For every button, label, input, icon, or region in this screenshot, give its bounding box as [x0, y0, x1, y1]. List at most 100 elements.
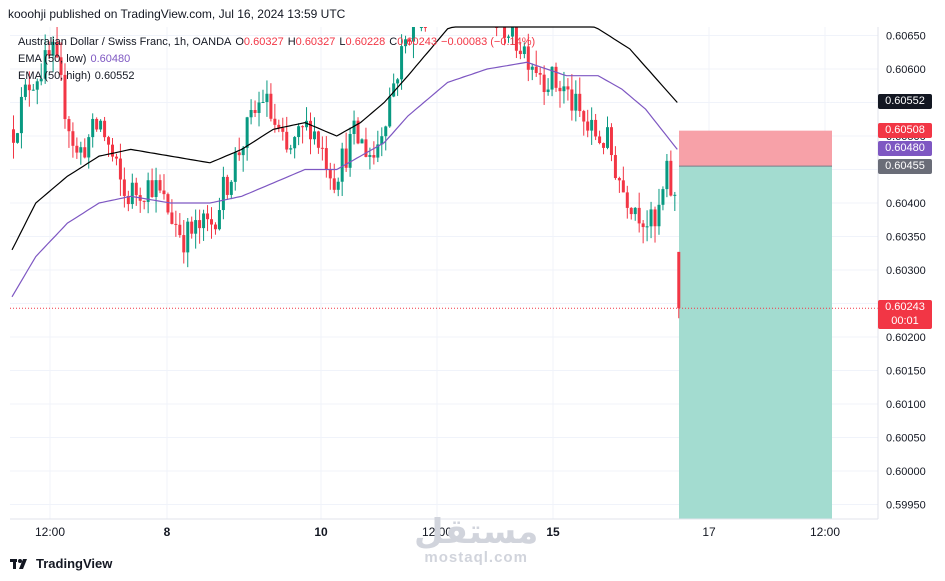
candle-body [657, 204, 661, 227]
ema-low-price-badge: 0.60480 [878, 141, 932, 156]
candle-body [574, 93, 578, 111]
candle-body [198, 220, 202, 229]
high-value: 0.60327 [295, 36, 336, 48]
symbol-name[interactable]: Australian Dollar / Swiss Franc, 1h, OAN… [18, 36, 232, 48]
candle-body [237, 152, 241, 156]
candle-body [213, 224, 217, 230]
take-profit-zone [679, 166, 832, 519]
candle-body [625, 192, 629, 208]
candle-body [154, 180, 158, 198]
candle-body [522, 46, 526, 55]
time-tick-label: 12:00 [35, 525, 65, 539]
candle-body [665, 160, 669, 190]
price-tick-label: 0.60050 [886, 433, 926, 445]
publish-header: kooohji published on TradingView.com, Ju… [8, 7, 346, 21]
bar-countdown: 00:01 [891, 315, 919, 327]
tradingview-footer[interactable]: TradingView [10, 556, 112, 571]
candle-body [645, 226, 649, 228]
candle-body [126, 195, 130, 205]
candle-body [277, 124, 281, 128]
last-price-value: 0.60243 [885, 301, 925, 313]
candle-body [376, 144, 380, 158]
ema-low-line [11, 61, 678, 298]
low-value: 0.60228 [345, 36, 386, 48]
candle-body [114, 156, 118, 159]
candle-body [629, 207, 633, 215]
candle-body [316, 131, 320, 148]
stop-loss-zone [679, 130, 832, 167]
candle-body [67, 119, 71, 132]
candle-body [261, 102, 265, 104]
candle-body [384, 126, 388, 137]
candle-body [324, 148, 328, 170]
candle-body [514, 27, 518, 51]
candle-body [542, 74, 546, 93]
candle-body [146, 180, 150, 202]
candle-body [27, 84, 31, 91]
candle-body [166, 194, 170, 213]
ema-high-row[interactable]: EMA (50, high) 0.60552 [18, 68, 535, 85]
candle-body [582, 111, 586, 122]
ema-low-row[interactable]: EMA (50, low) 0.60480 [18, 51, 535, 68]
candle-body [408, 39, 411, 42]
candle-body [19, 96, 23, 134]
change-value: −0.00083 (−0.14%) [441, 36, 536, 48]
candle-body [558, 87, 562, 92]
ema-high-value: 0.60552 [94, 70, 135, 82]
price-tick-label: 0.60200 [886, 332, 926, 344]
candle-body [75, 145, 79, 153]
candle-body [633, 207, 637, 215]
candle-body [229, 181, 233, 195]
candle-body [253, 110, 257, 113]
candle-body [332, 178, 336, 190]
candle-body [43, 50, 47, 79]
candle-body [289, 148, 293, 150]
candle-body [356, 120, 360, 144]
candle-body [510, 27, 514, 37]
candle-body [388, 96, 392, 127]
candle-body [186, 221, 190, 253]
candle-body [55, 41, 59, 58]
candle-body [95, 118, 99, 130]
candle-body [677, 251, 681, 309]
candle-body [606, 127, 609, 148]
candle-body [206, 213, 210, 220]
candle-body [297, 126, 301, 138]
candle-body [368, 155, 372, 157]
candle-body [404, 39, 408, 47]
candle-body [613, 155, 617, 179]
candle-body [598, 136, 602, 144]
candle-body [225, 176, 229, 195]
ema-low-label: EMA (50, low) [18, 53, 87, 65]
candle-body [360, 139, 364, 144]
position-tool [679, 130, 832, 519]
candle-body [150, 180, 154, 198]
candle-body [15, 133, 19, 143]
candle-body [63, 74, 67, 120]
tradingview-brand: TradingView [36, 556, 113, 571]
price-tick-label: 0.60400 [886, 198, 926, 210]
candle-body [107, 137, 111, 145]
watermark-arabic: مستقل [414, 512, 539, 552]
candle-body [602, 143, 606, 148]
candle-body [530, 66, 534, 70]
candle-body [546, 89, 550, 93]
candle-body [91, 118, 95, 138]
candle-body [534, 66, 538, 74]
candle-body [190, 221, 194, 234]
symbol-ohlc-row: Australian Dollar / Swiss Franc, 1h, OAN… [18, 34, 535, 51]
ema-high-price-badge: 0.60552 [878, 94, 932, 109]
time-tick-label: 15 [546, 525, 560, 539]
candle-body [641, 223, 645, 228]
candle-body [550, 66, 554, 90]
close-value: 0.60243 [397, 36, 438, 48]
candle-body [423, 27, 427, 28]
candle-body [348, 134, 352, 168]
candle-body [170, 212, 174, 224]
candle-body [566, 86, 570, 90]
candle-body [87, 137, 91, 158]
candle-body [134, 182, 138, 196]
price-tick-label: 0.60300 [886, 265, 926, 277]
time-tick-label: 12:00 [422, 525, 452, 539]
